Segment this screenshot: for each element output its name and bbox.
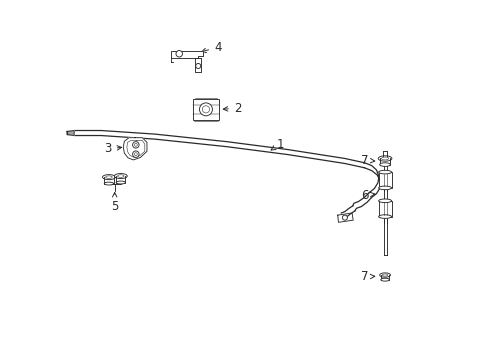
Ellipse shape [104, 182, 113, 185]
Circle shape [134, 153, 137, 156]
Polygon shape [195, 58, 201, 72]
Ellipse shape [378, 186, 391, 190]
Circle shape [132, 151, 139, 157]
Ellipse shape [378, 215, 391, 219]
Ellipse shape [378, 170, 391, 174]
Ellipse shape [380, 278, 388, 281]
Text: 1: 1 [270, 138, 284, 150]
Text: 7: 7 [360, 154, 374, 167]
Circle shape [176, 50, 182, 57]
Text: 2: 2 [223, 102, 241, 115]
Text: 7: 7 [360, 270, 374, 283]
Bar [378, 172, 391, 188]
Ellipse shape [379, 273, 389, 277]
Ellipse shape [105, 176, 112, 179]
Bar [378, 201, 391, 217]
Circle shape [202, 106, 209, 113]
Polygon shape [171, 51, 203, 58]
Text: 6: 6 [360, 189, 374, 202]
Polygon shape [67, 131, 74, 135]
Ellipse shape [378, 199, 391, 203]
Ellipse shape [378, 156, 391, 161]
Ellipse shape [117, 175, 124, 177]
Circle shape [195, 63, 201, 68]
Circle shape [342, 215, 346, 220]
Text: 4: 4 [201, 41, 221, 54]
Ellipse shape [379, 163, 389, 166]
Circle shape [199, 103, 212, 116]
Ellipse shape [116, 181, 125, 184]
Ellipse shape [381, 157, 388, 160]
Text: 5: 5 [111, 193, 118, 213]
Polygon shape [123, 138, 147, 160]
Text: 3: 3 [104, 142, 122, 155]
Ellipse shape [382, 274, 387, 276]
Bar [192, 99, 219, 120]
Ellipse shape [114, 174, 127, 179]
Ellipse shape [102, 175, 115, 180]
Circle shape [134, 143, 137, 146]
Circle shape [132, 141, 139, 148]
